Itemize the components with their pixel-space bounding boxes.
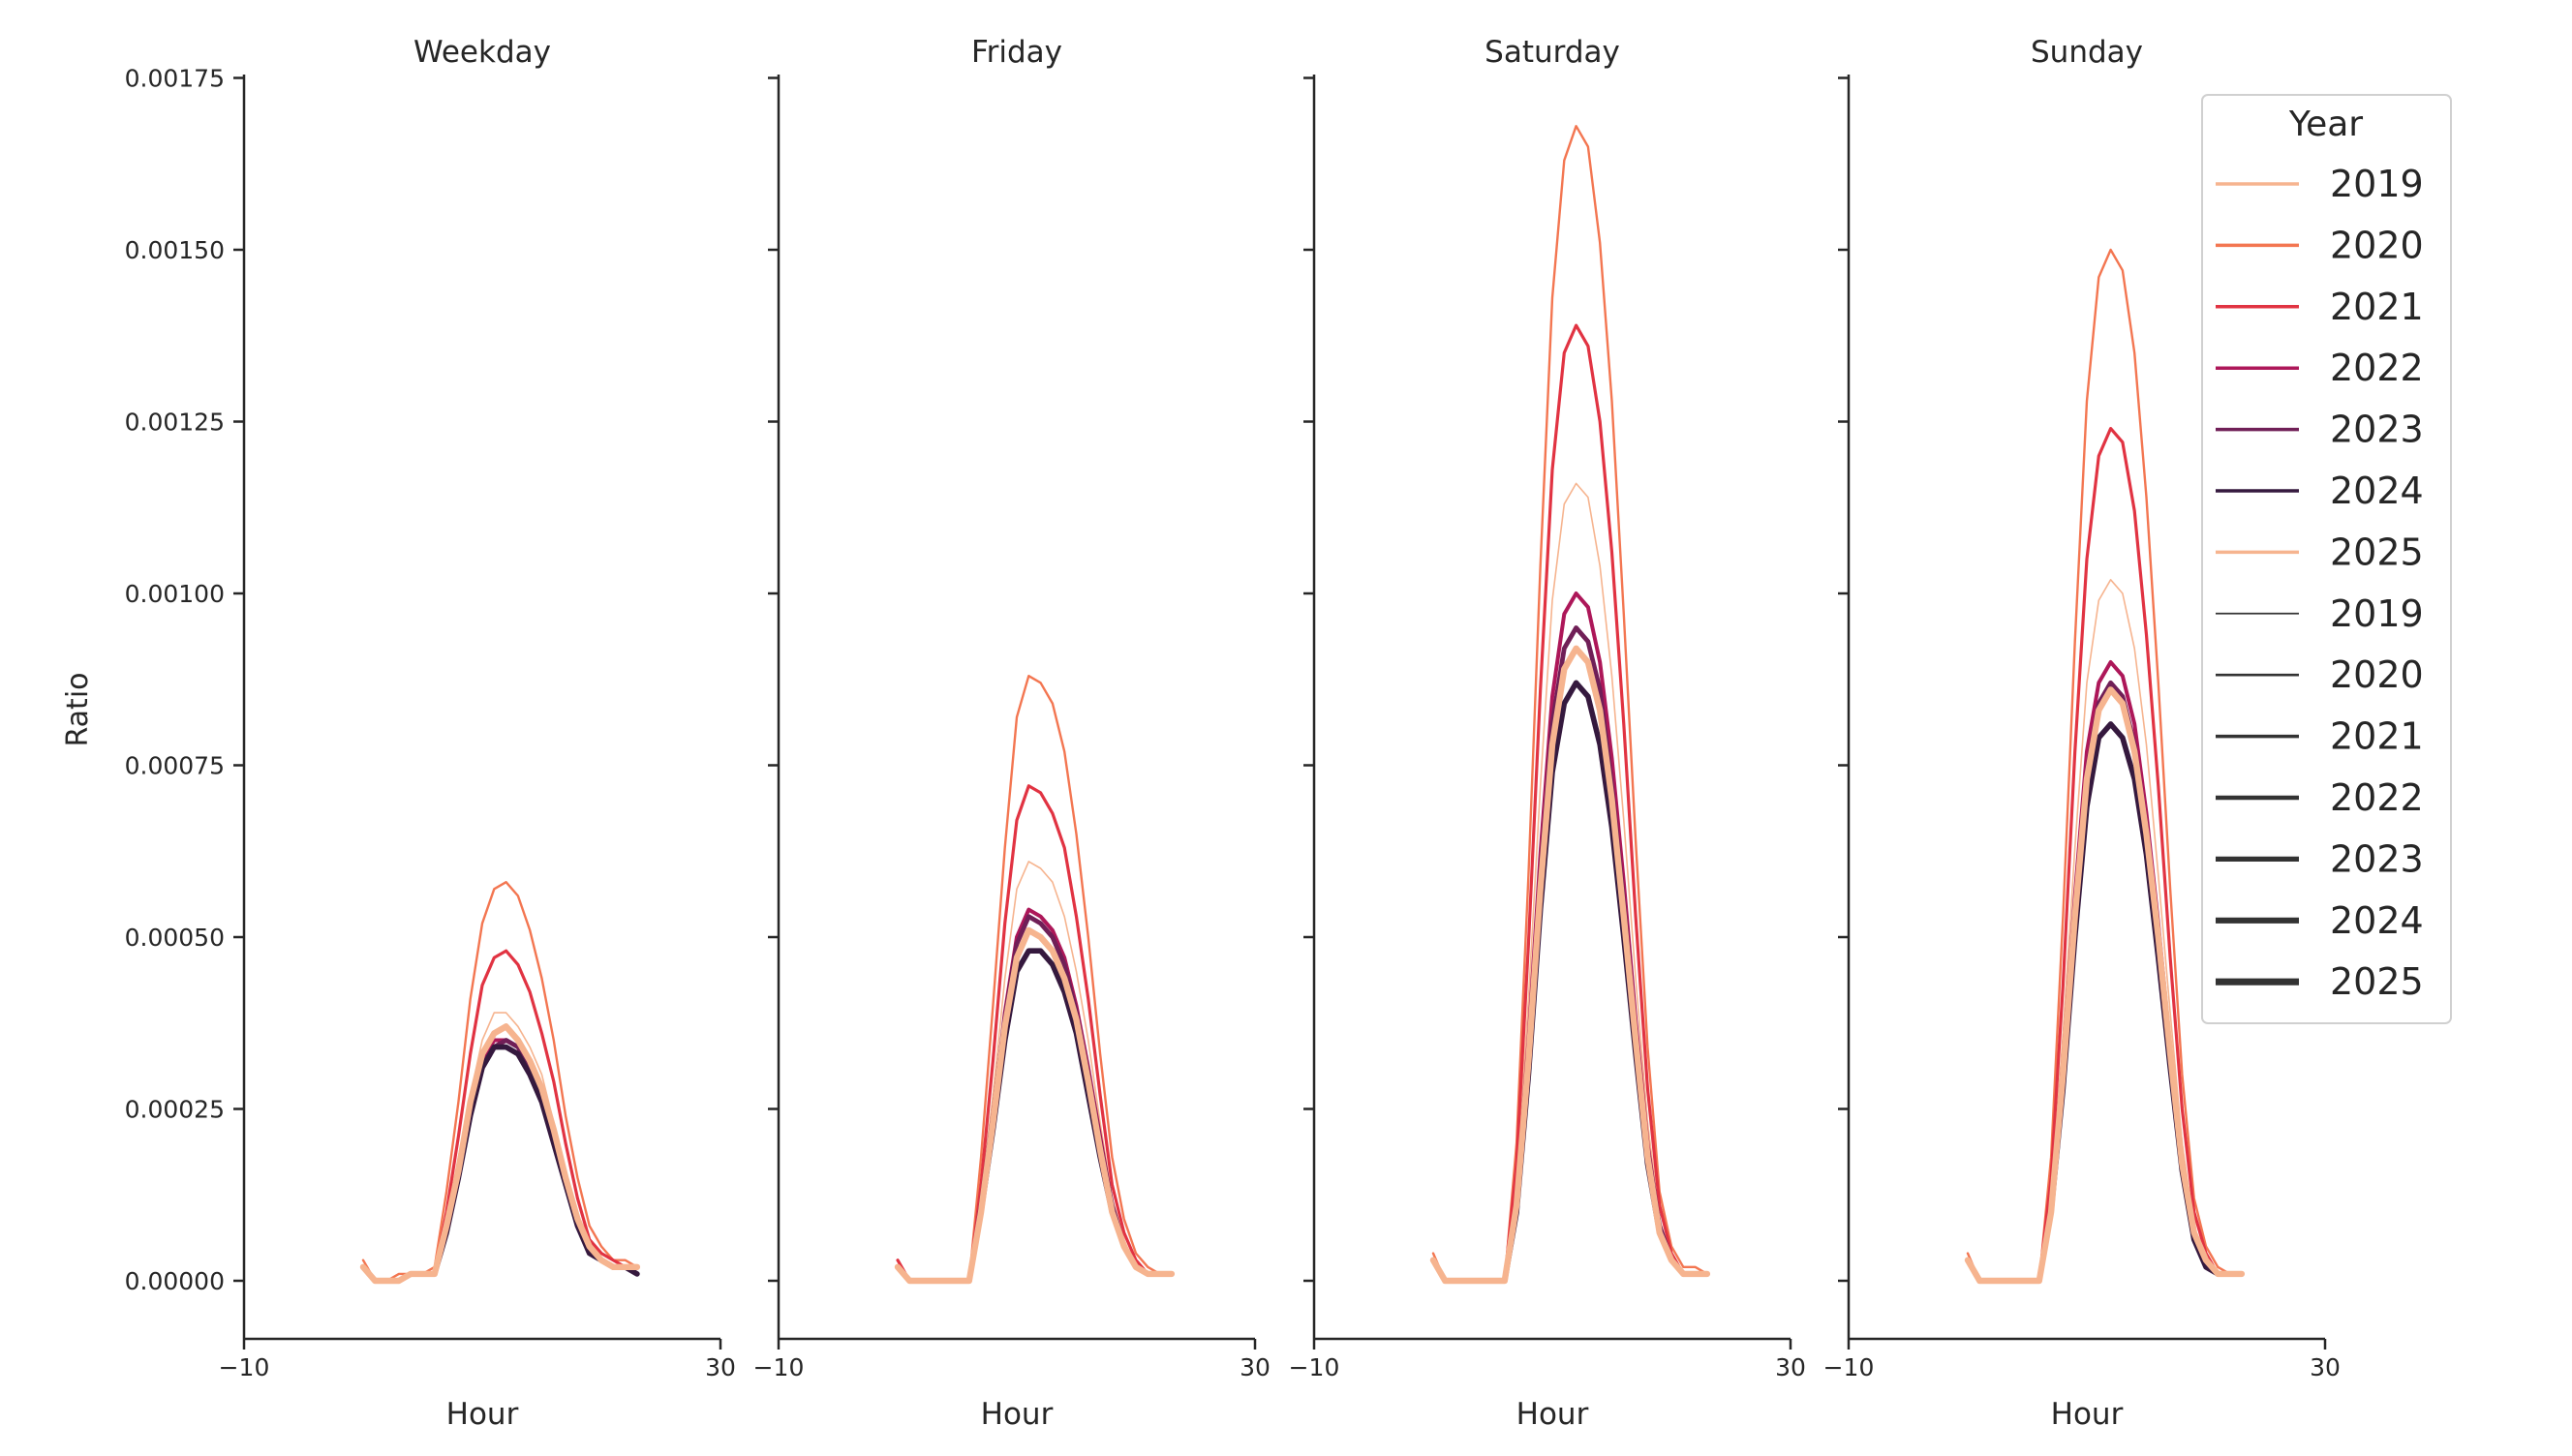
legend-entry-color-2025: 2025 bbox=[2216, 531, 2424, 573]
panel-title: Sunday bbox=[2031, 35, 2143, 70]
x-axis-label: Hour bbox=[446, 1397, 519, 1432]
x-tick-label: 30 bbox=[1240, 1353, 1271, 1381]
y-tick-label: 0.00050 bbox=[125, 924, 225, 952]
y-tick-label: 0.00125 bbox=[125, 409, 225, 437]
series-line-2022 bbox=[896, 907, 1174, 1283]
series-line-2020 bbox=[361, 881, 639, 1283]
legend-label: 2023 bbox=[2330, 837, 2424, 880]
x-axis-label: Hour bbox=[1516, 1397, 1589, 1432]
y-tick-label: 0.00100 bbox=[125, 580, 225, 608]
panel-title: Weekday bbox=[413, 35, 551, 70]
legend-label: 2023 bbox=[2330, 409, 2424, 451]
series-line-2025 bbox=[894, 926, 1176, 1285]
legend-entry-size-2024: 2024 bbox=[2216, 899, 2424, 942]
series-line-2021 bbox=[1431, 323, 1709, 1283]
legend-entry-color-2022: 2022 bbox=[2216, 347, 2424, 389]
panel-saturday: Saturday −10 30 Hour bbox=[1289, 35, 1806, 1432]
series-line-2020 bbox=[1966, 248, 2244, 1283]
y-tick-label: 0.00075 bbox=[125, 752, 225, 780]
legend-label: 2020 bbox=[2330, 224, 2424, 266]
legend-entry-size-2022: 2022 bbox=[2216, 776, 2424, 819]
legend-label: 2020 bbox=[2330, 653, 2424, 696]
series-line-2023 bbox=[1430, 625, 1710, 1284]
series-line-2020 bbox=[896, 675, 1174, 1283]
series-line-2025 bbox=[359, 1023, 641, 1285]
legend-label: 2021 bbox=[2330, 286, 2424, 328]
series-line-2019 bbox=[897, 861, 1173, 1282]
legend-label: 2021 bbox=[2330, 715, 2424, 758]
panel-sunday: Sunday −10 30 Hour bbox=[1823, 35, 2341, 1432]
legend-label: 2025 bbox=[2330, 531, 2424, 573]
x-tick-label: −10 bbox=[753, 1353, 805, 1381]
panel-title: Saturday bbox=[1485, 35, 1620, 70]
legend: Year 2019 2020 2021 2022 2023 2024 2025 2019 202… bbox=[2201, 94, 2452, 1024]
legend-entry-color-2021: 2021 bbox=[2216, 286, 2424, 328]
y-tick-label: 0.00000 bbox=[125, 1267, 225, 1295]
legend-entry-color-2020: 2020 bbox=[2216, 224, 2424, 266]
x-tick-label: −10 bbox=[1823, 1353, 1875, 1381]
panel-title: Friday bbox=[971, 35, 1062, 70]
series-line-2023 bbox=[895, 914, 1175, 1284]
series-line-2021 bbox=[896, 784, 1174, 1283]
series-line-2022 bbox=[361, 1038, 639, 1283]
series-line-2024 bbox=[1965, 721, 2245, 1284]
series-line-2020 bbox=[1431, 124, 1709, 1283]
y-tick-label: 0.00150 bbox=[125, 236, 225, 264]
x-axis-label: Hour bbox=[2051, 1397, 2124, 1432]
x-tick-label: 30 bbox=[2310, 1353, 2341, 1381]
series-line-2019 bbox=[362, 1012, 638, 1282]
series-line-2024 bbox=[1430, 680, 1710, 1284]
legend-entry-color-2024: 2024 bbox=[2216, 470, 2424, 512]
x-tick-label: 30 bbox=[1775, 1353, 1806, 1381]
legend-label: 2022 bbox=[2330, 347, 2424, 389]
legend-entry-size-2023: 2023 bbox=[2216, 837, 2424, 880]
legend-entry-color-2019: 2019 bbox=[2216, 163, 2424, 205]
legend-entry-size-2020: 2020 bbox=[2216, 653, 2424, 696]
series-line-2025 bbox=[1429, 645, 1711, 1285]
x-axis-label: Hour bbox=[981, 1397, 1054, 1432]
series-line-2023 bbox=[360, 1038, 640, 1284]
legend-entry-color-2023: 2023 bbox=[2216, 409, 2424, 451]
legend-box bbox=[2201, 94, 2452, 1024]
legend-entry-size-2025: 2025 bbox=[2216, 960, 2424, 1003]
y-tick-label: 0.00175 bbox=[125, 65, 225, 93]
series-line-2021 bbox=[361, 949, 639, 1283]
legend-title: Year bbox=[2288, 105, 2363, 144]
series-line-2021 bbox=[1966, 427, 2244, 1283]
series-line-2025 bbox=[1964, 686, 2246, 1285]
legend-label: 2022 bbox=[2330, 776, 2424, 819]
legend-label: 2025 bbox=[2330, 960, 2424, 1003]
x-tick-label: −10 bbox=[219, 1353, 270, 1381]
legend-entry-size-2019: 2019 bbox=[2216, 592, 2424, 635]
x-tick-label: 30 bbox=[705, 1353, 736, 1381]
panel-weekday: Weekday 0.00000 0.00025 0.00050 0.00075 0.001… bbox=[125, 35, 736, 1432]
y-tick-label: 0.00025 bbox=[125, 1096, 225, 1124]
legend-label: 2019 bbox=[2330, 592, 2424, 635]
legend-entry-size-2021: 2021 bbox=[2216, 715, 2424, 758]
series-line-2019 bbox=[1967, 578, 2243, 1282]
legend-label: 2024 bbox=[2330, 470, 2424, 512]
series-line-2022 bbox=[1966, 660, 2244, 1283]
x-tick-label: −10 bbox=[1289, 1353, 1340, 1381]
legend-label: 2019 bbox=[2330, 163, 2424, 205]
legend-label: 2024 bbox=[2330, 899, 2424, 942]
panel-friday: Friday −10 30 Hour bbox=[753, 35, 1271, 1432]
series-line-2024 bbox=[895, 948, 1175, 1284]
series-line-2023 bbox=[1965, 680, 2245, 1284]
y-axis-label: Ratio bbox=[61, 672, 95, 746]
